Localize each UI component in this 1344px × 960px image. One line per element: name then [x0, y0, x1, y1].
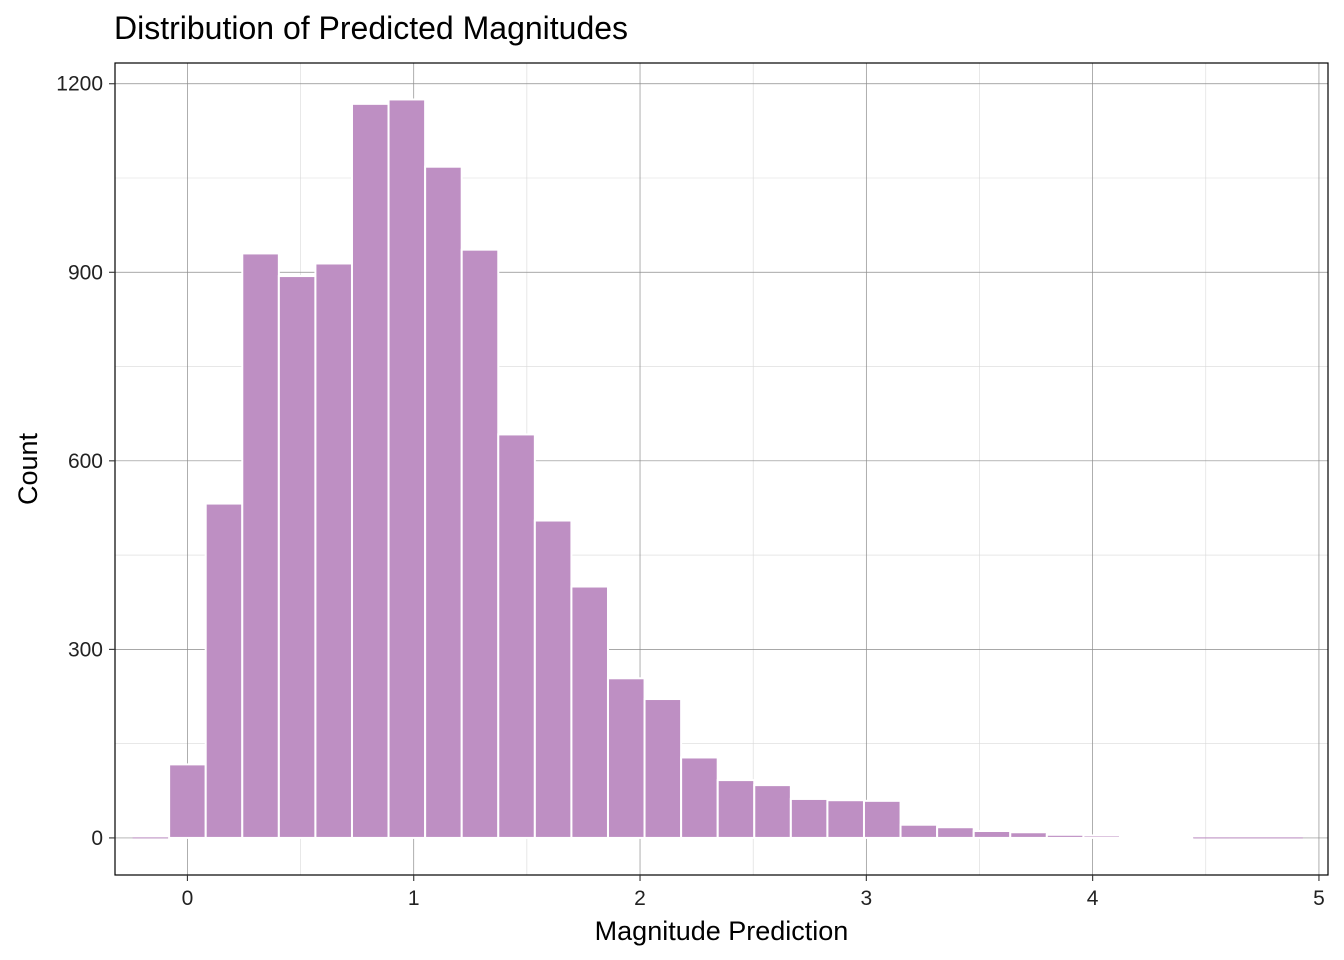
- histogram-bar: [1155, 836, 1195, 839]
- histogram-bar: [643, 698, 683, 839]
- x-tick-label: 2: [634, 887, 646, 910]
- y-tick-label: 300: [68, 638, 103, 661]
- histogram-bar: [789, 797, 829, 839]
- histogram-bar: [168, 763, 207, 839]
- x-tick-label: 1: [408, 887, 420, 910]
- y-tick-label: 600: [68, 450, 103, 473]
- histogram-bar: [972, 830, 1012, 839]
- chart-title: Distribution of Predicted Magnitudes: [114, 10, 628, 46]
- bars: [132, 98, 1303, 839]
- histogram-bar: [680, 756, 719, 839]
- histogram-bar: [570, 585, 609, 839]
- panel-border: [114, 62, 1329, 876]
- y-axis: 0 300 600 900 1200: [56, 73, 115, 850]
- y-tick-label: 0: [91, 827, 103, 850]
- histogram-bar: [716, 779, 756, 839]
- histogram-bar: [1045, 833, 1085, 839]
- x-axis-title: Magnitude Prediction: [595, 916, 849, 946]
- histogram-bar: [460, 248, 500, 839]
- x-tick-label: 4: [1087, 887, 1099, 910]
- histogram-bar: [497, 433, 536, 839]
- x-tick-label: 0: [182, 887, 194, 910]
- x-tick-label: 3: [860, 887, 872, 910]
- y-axis-title: Count: [13, 432, 43, 505]
- histogram-bar: [862, 799, 902, 839]
- histogram-bar: [241, 252, 280, 839]
- histogram-bar: [350, 102, 390, 839]
- histogram-bar: [826, 799, 865, 839]
- histogram-bar: [533, 519, 573, 839]
- y-tick-label: 900: [68, 261, 103, 284]
- histogram-bar: [1118, 836, 1158, 839]
- histogram-bar: [277, 275, 317, 839]
- histogram-bar: [204, 502, 244, 839]
- x-axis: 0 1 2 3 4 5: [182, 875, 1325, 910]
- histogram-bar: [936, 826, 975, 839]
- histogram-bar: [314, 262, 353, 839]
- histogram-bar: [1009, 831, 1048, 839]
- y-tick-label: 1200: [56, 73, 103, 96]
- histogram-bar: [753, 784, 792, 839]
- histogram-bar: [387, 98, 427, 839]
- x-tick-label: 5: [1313, 887, 1325, 910]
- histogram-bar: [899, 823, 939, 839]
- histogram-bar: [1082, 834, 1121, 839]
- histogram-bar: [606, 677, 646, 839]
- histogram-bar: [424, 165, 463, 839]
